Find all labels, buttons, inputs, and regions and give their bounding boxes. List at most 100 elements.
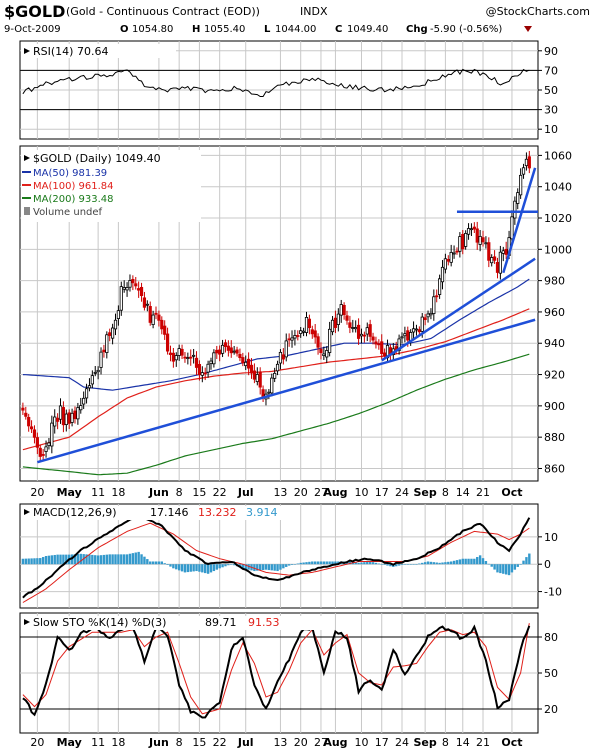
candle-body — [397, 338, 401, 352]
x-tick-label: Sep — [414, 486, 437, 499]
candle-body — [102, 349, 106, 353]
candle-body — [223, 342, 228, 347]
macd-value: 17.146 — [150, 506, 189, 519]
candle-body — [354, 327, 358, 330]
macd-histogram-bar — [137, 551, 140, 565]
macd-histogram-bar — [328, 561, 331, 565]
candle-body — [171, 352, 175, 362]
macd-histogram-bar — [293, 564, 297, 565]
macd-histogram-bar — [319, 561, 323, 565]
legend-entry: Volume undef — [33, 207, 103, 218]
macd-histogram-bar — [487, 563, 491, 565]
price-tick-label: 1060 — [544, 149, 572, 162]
macd-histogram-bar — [305, 562, 308, 565]
macd-histogram-bar — [510, 564, 514, 573]
rsi-tick-label: 70 — [544, 64, 558, 77]
price-tick-label: 980 — [544, 275, 565, 288]
macd-histogram-bar — [169, 564, 172, 567]
candle-body — [53, 416, 57, 427]
candle-body — [383, 352, 387, 357]
macd-histogram-bar — [397, 564, 401, 566]
candle-body — [481, 237, 485, 243]
macd-histogram-bar — [39, 558, 42, 565]
candle-body — [336, 313, 340, 325]
candle-body — [443, 258, 447, 270]
x-tick-label: 22 — [213, 486, 227, 499]
candle-body — [90, 375, 94, 385]
macd-histogram-bar — [386, 564, 389, 566]
candle-body — [203, 372, 207, 375]
candle-body — [316, 336, 320, 348]
macd-histogram-bar — [180, 564, 184, 572]
macd-histogram-bar — [331, 561, 334, 565]
macd-histogram-bar — [79, 553, 82, 565]
macd-histogram-bar — [195, 564, 198, 572]
macd-histogram-bar — [53, 554, 56, 565]
candle-body — [200, 372, 204, 376]
candle-body — [154, 312, 158, 315]
ma50-line — [22, 278, 530, 391]
rsi-tick-label: 10 — [544, 123, 558, 136]
macd-histogram-bar — [50, 555, 54, 565]
macd-histogram-bar — [128, 553, 132, 565]
macd-histogram-bar — [467, 558, 470, 565]
candle-body — [212, 352, 216, 365]
sto-tick-label: 50 — [544, 667, 558, 680]
candle-body — [35, 437, 39, 448]
candle-body — [455, 250, 459, 253]
macd-signal-value: 13.232 — [198, 506, 237, 519]
candle-body — [429, 312, 433, 316]
x-tick-label: 18 — [111, 736, 125, 749]
x-tick-label: 20 — [30, 486, 44, 499]
legend-entry: MA(200) 933.48 — [33, 194, 114, 205]
candle-body — [469, 228, 474, 231]
macd-histogram-bar — [279, 564, 282, 570]
macd-histogram-bar — [258, 564, 262, 571]
ma200-line — [22, 353, 530, 476]
candle-body — [458, 236, 462, 252]
rsi-tick-label: 30 — [544, 104, 558, 117]
macd-histogram-bar — [201, 564, 204, 573]
macd-histogram-bar — [154, 561, 158, 565]
exchange-label: INDX — [300, 5, 328, 18]
candle-body — [61, 407, 66, 426]
x-tick-label: 20 — [294, 736, 308, 749]
instrument-name: (Gold - Continuous Contract (EOD)) — [66, 5, 260, 18]
candle-body — [79, 405, 83, 411]
candle-body — [440, 266, 445, 283]
trendline — [37, 318, 536, 464]
macd-histogram-bar — [125, 554, 129, 565]
macd-histogram-bar — [432, 562, 436, 565]
macd-histogram-bar — [273, 564, 276, 571]
macd-histogram-bar — [325, 561, 328, 565]
macd-histogram-bar — [455, 560, 459, 565]
x-tick-label: 24 — [395, 736, 409, 749]
candle-body — [351, 327, 355, 329]
candle-body — [449, 252, 453, 263]
candle-body — [371, 336, 375, 341]
macd-histogram-bar — [108, 554, 111, 565]
candle-body — [197, 363, 202, 376]
x-tick-label: May — [57, 486, 82, 499]
sto-d-line — [22, 623, 530, 715]
macd-histogram-bar — [143, 556, 146, 565]
candle-body — [50, 422, 54, 447]
macd-histogram-bar — [33, 558, 36, 565]
candle-body — [356, 324, 361, 339]
candle-body — [134, 283, 138, 287]
close-label: C — [335, 24, 342, 35]
macd-histogram-bar — [47, 555, 51, 565]
candle-body — [70, 412, 74, 423]
candle-body — [267, 391, 271, 394]
macd-histogram-bar — [458, 559, 462, 565]
x-tick-label: 11 — [91, 736, 105, 749]
macd-histogram-bar — [264, 564, 268, 570]
sto-d-value: 91.53 — [248, 616, 280, 629]
macd-histogram-bar — [99, 555, 103, 565]
candle-body — [475, 228, 479, 243]
macd-histogram-bar — [403, 564, 407, 565]
macd-histogram-bar — [172, 564, 175, 569]
symbol-title: $GOLD — [4, 2, 65, 21]
candle-body — [359, 333, 364, 337]
candle-body — [322, 353, 326, 356]
